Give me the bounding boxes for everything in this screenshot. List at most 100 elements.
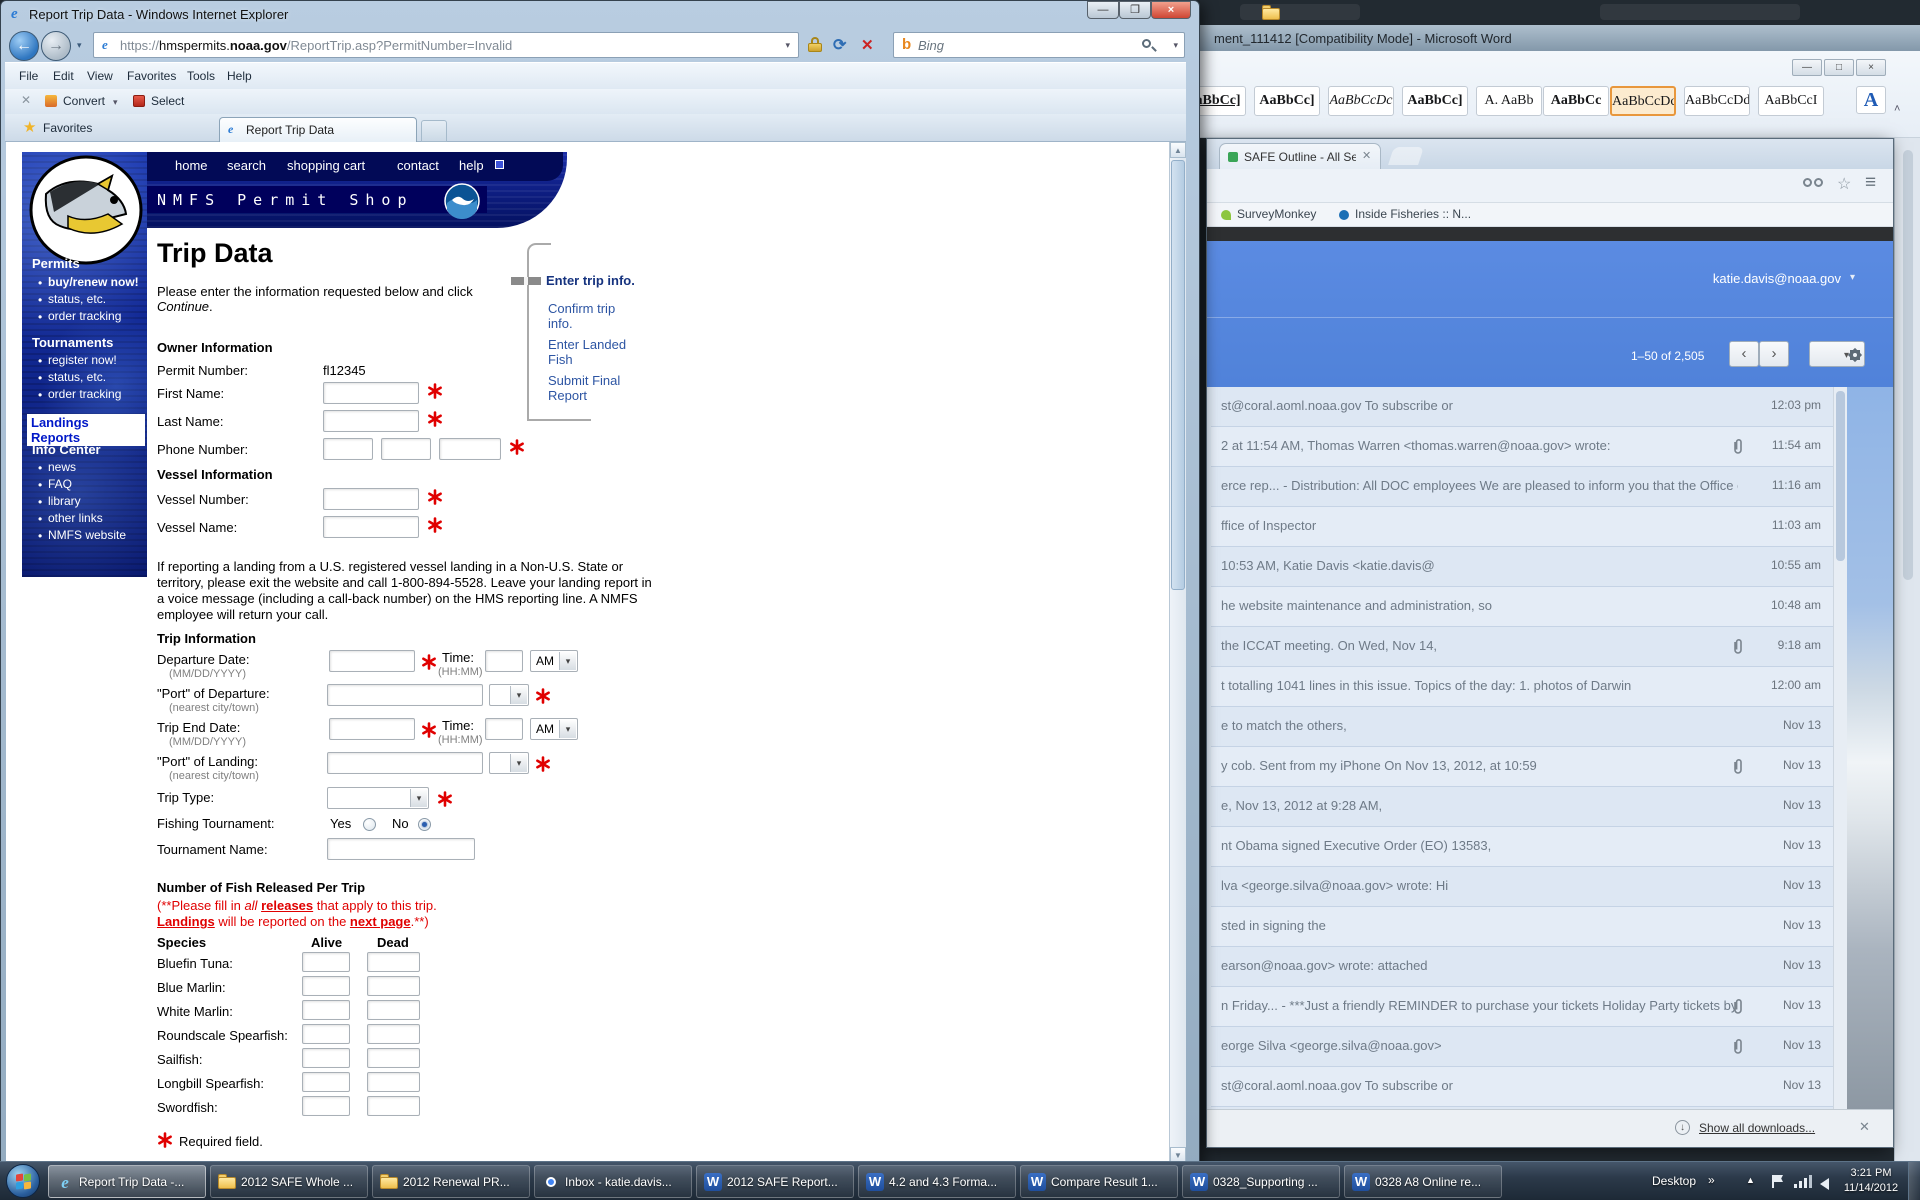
bluefin-alive-input[interactable] (302, 952, 350, 972)
mail-row[interactable]: he website maintenance and administratio… (1211, 587, 1833, 627)
mail-scrollbar-thumb[interactable] (1836, 391, 1845, 561)
word-style-chip[interactable]: AaBbCcI (1758, 86, 1824, 116)
mail-row[interactable]: e to match the others, Nov 13 (1211, 707, 1833, 747)
ie-minimize-button[interactable]: — (1087, 1, 1119, 19)
mail-row[interactable]: e, Nov 13, 2012 at 9:28 AM, Nov 13 (1211, 787, 1833, 827)
show-hidden-icons-button[interactable]: ▲ (1746, 1175, 1755, 1185)
address-bar[interactable]: e https://hmspermits.noaa.gov/ReportTrip… (93, 32, 799, 58)
volume-icon[interactable] (1820, 1178, 1829, 1190)
desktop-folder-icon[interactable] (1262, 4, 1282, 22)
word-scrollbar[interactable] (1903, 150, 1913, 580)
newer-page-button[interactable]: ‹ (1729, 341, 1759, 367)
taskbar-item-0328-a8-online[interactable]: W 0328 A8 Online re... (1344, 1165, 1502, 1198)
taskbar-item-folder-renewal[interactable]: 2012 Renewal PR... (372, 1165, 530, 1198)
mail-row[interactable]: st@coral.aoml.noaa.gov To subscribe or No… (1211, 1067, 1833, 1107)
ie-close-button[interactable]: × (1151, 1, 1191, 19)
word-maximize-button[interactable]: □ (1824, 59, 1854, 76)
extension-icon[interactable] (1814, 178, 1823, 187)
address-dropdown-icon[interactable]: ▾ (785, 40, 790, 50)
mail-row[interactable]: nt Obama signed Executive Order (EO) 135… (1211, 827, 1833, 867)
mail-row[interactable]: n Friday... - ***Just a friendly REMINDE… (1211, 987, 1833, 1027)
mail-row[interactable]: y cob. Sent from my iPhone On Nov 13, 20… (1211, 747, 1833, 787)
mail-row[interactable]: 10:53 AM, Katie Davis <katie.davis@ 10:55… (1211, 547, 1833, 587)
white-marlin-alive-input[interactable] (302, 1000, 350, 1020)
mail-row[interactable]: earson@noaa.gov> wrote: attached Nov 13 (1211, 947, 1833, 987)
sidebar-item-buy-renew[interactable]: buy/renew now! (48, 275, 139, 289)
action-center-flag-icon[interactable] (1774, 1175, 1783, 1182)
trip-end-date-input[interactable] (329, 718, 415, 740)
taskbar-item-inbox[interactable]: Inbox - katie.davis... (534, 1165, 692, 1198)
sidebar-item-other-links[interactable]: other links (48, 511, 103, 525)
mail-row[interactable]: ffice of Inspector 11:03 am (1211, 507, 1833, 547)
phone-line-input[interactable] (439, 438, 501, 460)
sailfish-dead-input[interactable] (367, 1048, 420, 1068)
landing-port-input[interactable] (327, 752, 483, 774)
sidebar-item-register[interactable]: register now! (48, 353, 117, 367)
word-close-button[interactable]: × (1856, 59, 1886, 76)
network-icon[interactable] (1804, 1178, 1807, 1188)
tournament-yes-radio[interactable] (363, 818, 376, 831)
swordfish-alive-input[interactable] (302, 1096, 350, 1116)
ie-scrollbar-thumb[interactable] (1171, 160, 1185, 590)
mail-row[interactable]: sted in signing the Nov 13 (1211, 907, 1833, 947)
departure-date-input[interactable] (329, 650, 415, 672)
ie-scrollbar[interactable]: ▲ ▼ (1169, 142, 1186, 1164)
taskbar-item-42-43-format[interactable]: W 4.2 and 4.3 Forma... (858, 1165, 1016, 1198)
sidebar-item-order-tracking[interactable]: order tracking (48, 309, 122, 323)
word-window-titlebar[interactable]: ment_111412 [Compatibility Mode] - Micro… (1200, 25, 1920, 51)
new-tab-button[interactable] (1388, 147, 1424, 165)
back-button[interactable]: ← (9, 31, 39, 61)
mail-row[interactable]: lva <george.silva@noaa.gov> wrote: Hi Nov… (1211, 867, 1833, 907)
menu-tools[interactable]: Tools (187, 69, 216, 83)
roundscale-dead-input[interactable] (367, 1024, 420, 1044)
trip-type-select[interactable]: ▾ (327, 787, 429, 809)
desktop-toolbar-label[interactable]: Desktop (1652, 1174, 1697, 1188)
longbill-dead-input[interactable] (367, 1072, 420, 1092)
security-lock-icon[interactable] (807, 37, 823, 53)
start-button[interactable] (6, 1164, 40, 1198)
taskbar-item-folder-safe-whole[interactable]: 2012 SAFE Whole ... (210, 1165, 368, 1198)
word-style-chip-selected[interactable]: AaBbCcDc (1610, 86, 1676, 116)
sidebar-item-status[interactable]: status, etc. (48, 292, 107, 306)
network-icon[interactable] (1809, 1175, 1812, 1188)
word-style-chip[interactable]: AaBbCc (1543, 86, 1609, 116)
word-ribbon-collapse-icon[interactable]: ˄ (1894, 103, 1901, 115)
step-enter-landed-fish[interactable]: Enter Landed Fish (548, 337, 627, 367)
longbill-alive-input[interactable] (302, 1072, 350, 1092)
stop-icon[interactable]: ✕ (861, 37, 874, 54)
landing-port-select[interactable]: ▾ (489, 752, 529, 774)
search-icon[interactable] (1142, 39, 1158, 55)
mail-row[interactable]: st@coral.aoml.noaa.gov To subscribe or 12… (1211, 387, 1833, 427)
step-confirm-trip-info[interactable]: Confirm trip info. (548, 301, 616, 331)
browser-menu-icon[interactable]: ≡ (1865, 172, 1877, 193)
bookmark-item[interactable]: Inside Fisheries :: N... (1355, 207, 1472, 221)
taskbar-clock[interactable]: 3:21 PM 11/14/2012 (1838, 1166, 1904, 1196)
menu-edit[interactable]: Edit (53, 69, 74, 83)
sidebar-item-news[interactable]: news (48, 460, 77, 474)
forward-button[interactable]: → (41, 31, 71, 61)
convert-dropdown-icon[interactable]: ▾ (113, 97, 118, 107)
new-tab-stub[interactable] (421, 120, 447, 142)
phone-area-input[interactable] (323, 438, 373, 460)
scroll-up-button[interactable]: ▲ (1170, 142, 1186, 158)
phone-prefix-input[interactable] (381, 438, 431, 460)
vessel-number-input[interactable] (323, 488, 419, 510)
roundscale-alive-input[interactable] (302, 1024, 350, 1044)
tournament-name-input[interactable] (327, 838, 475, 860)
ie-restore-button[interactable]: ❐ (1119, 1, 1151, 19)
bookmark-star-icon[interactable]: ☆ (1837, 176, 1852, 193)
bookmark-item[interactable]: SurveyMonkey (1237, 207, 1317, 221)
mail-row[interactable]: t totalling 1041 lines in this issue. To… (1211, 667, 1833, 707)
toolbar-overflow-icon[interactable]: » (1708, 1173, 1715, 1187)
menu-favorites[interactable]: Favorites (127, 69, 177, 83)
nav-contact[interactable]: contact (397, 158, 439, 173)
word-style-chip[interactable]: AaBbCc] (1254, 86, 1320, 116)
sidebar-item-landings-reports[interactable]: Landings Reports (27, 414, 145, 446)
step-submit-final-report[interactable]: Submit Final Report (548, 373, 621, 403)
network-icon[interactable] (1799, 1181, 1802, 1188)
browser-tab[interactable]: SAFE Outline - All Sections ✕ (1219, 143, 1381, 169)
sidebar-item-library[interactable]: library (48, 494, 81, 508)
search-dropdown-icon[interactable]: ▾ (1173, 40, 1178, 50)
departure-port-select[interactable]: ▾ (489, 684, 529, 706)
mail-row[interactable]: eorge Silva <george.silva@noaa.gov> Nov … (1211, 1027, 1833, 1067)
